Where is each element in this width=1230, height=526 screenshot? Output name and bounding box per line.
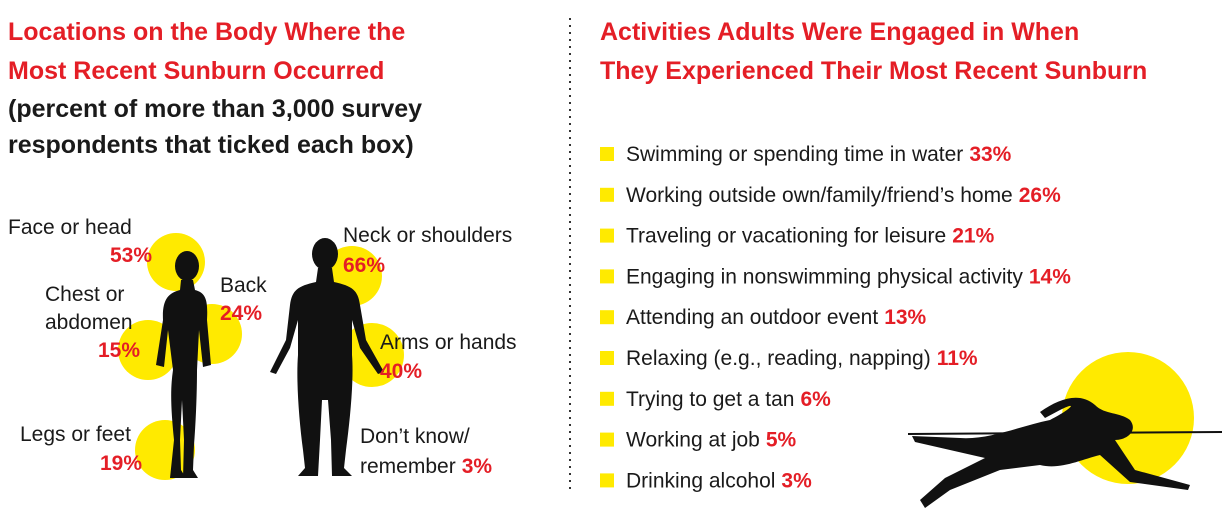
location-label: Neck or shoulders <box>343 224 512 247</box>
activity-percent: 21% <box>952 225 994 248</box>
activity-label: Working at job <box>626 429 760 452</box>
location-label: Back <box>220 274 267 297</box>
activity-label: Engaging in nonswimming physical activit… <box>626 265 1023 288</box>
activity-label: Trying to get a tan <box>626 388 794 411</box>
bullet <box>600 473 614 488</box>
right-title-line: They Experienced Their Most Recent Sunbu… <box>600 57 1147 85</box>
activity-item: Relaxing (e.g., reading, napping) 11% <box>626 347 978 370</box>
activity-list: Swimming or spending time in water 33% Wor… <box>600 143 1071 492</box>
activity-item: Swimming or spending time in water 33% <box>626 143 1012 166</box>
activity-label: Traveling or vacationing for leisure <box>626 225 946 248</box>
location-label: Chest or <box>45 283 124 306</box>
activity-label: Relaxing (e.g., reading, napping) <box>626 347 931 370</box>
activity-percent: 33% <box>969 143 1011 166</box>
bullet <box>600 187 614 202</box>
location-label: Arms or hands <box>380 331 517 354</box>
location-percent: 3% <box>462 455 493 478</box>
activity-label: Swimming or spending time in water <box>626 143 963 166</box>
activity-percent: 3% <box>781 469 812 492</box>
left-subtitle-line: (percent of more than 3,000 survey <box>8 95 422 123</box>
bullet <box>600 228 614 243</box>
activity-percent: 14% <box>1029 265 1071 288</box>
location-percent: 15% <box>98 339 140 362</box>
activity-label: Working outside own/family/friend’s home <box>626 184 1013 207</box>
woman-silhouette <box>156 251 211 478</box>
activity-percent: 5% <box>766 429 797 452</box>
activity-percent: 13% <box>884 306 926 329</box>
location-label: remember <box>360 455 456 478</box>
swimmer-illustration <box>907 352 1223 508</box>
activity-item: Attending an outdoor event 13% <box>626 306 927 329</box>
location-label: remember 3% <box>360 455 492 478</box>
location-label: abdomen <box>45 311 133 334</box>
bullet <box>600 310 614 325</box>
location-label: Legs or feet <box>20 423 131 446</box>
activity-percent: 11% <box>937 347 978 370</box>
activity-item: Working at job 5% <box>626 429 797 452</box>
activity-percent: 6% <box>800 388 831 411</box>
activity-label: Attending an outdoor event <box>626 306 878 329</box>
bullet <box>600 391 614 406</box>
location-percent: 24% <box>220 302 262 325</box>
location-percent: 19% <box>100 452 142 475</box>
location-label: Don’t know/ <box>360 425 470 448</box>
bullet <box>600 147 614 161</box>
man-silhouette <box>270 238 384 476</box>
location-percent: 53% <box>110 244 152 267</box>
left-subtitle-line: respondents that ticked each box) <box>8 131 414 159</box>
bullet <box>600 269 614 284</box>
activity-percent: 26% <box>1019 184 1061 207</box>
activity-item: Engaging in nonswimming physical activit… <box>626 265 1071 288</box>
activity-label: Drinking alcohol <box>626 469 775 492</box>
left-title-line: Most Recent Sunburn Occurred <box>8 57 384 85</box>
right-title-line: Activities Adults Were Engaged in When <box>600 18 1079 46</box>
location-label: Face or head <box>8 216 132 239</box>
location-percent: 40% <box>380 360 422 383</box>
bullet <box>600 351 614 365</box>
activity-item: Trying to get a tan 6% <box>626 388 831 411</box>
left-title-line: Locations on the Body Where the <box>8 18 405 46</box>
location-percent: 66% <box>343 254 385 277</box>
activity-item: Working outside own/family/friend’s home… <box>626 184 1061 207</box>
bullet <box>600 432 614 447</box>
activity-item: Drinking alcohol 3% <box>626 469 812 492</box>
activity-item: Traveling or vacationing for leisure 21% <box>626 225 995 248</box>
